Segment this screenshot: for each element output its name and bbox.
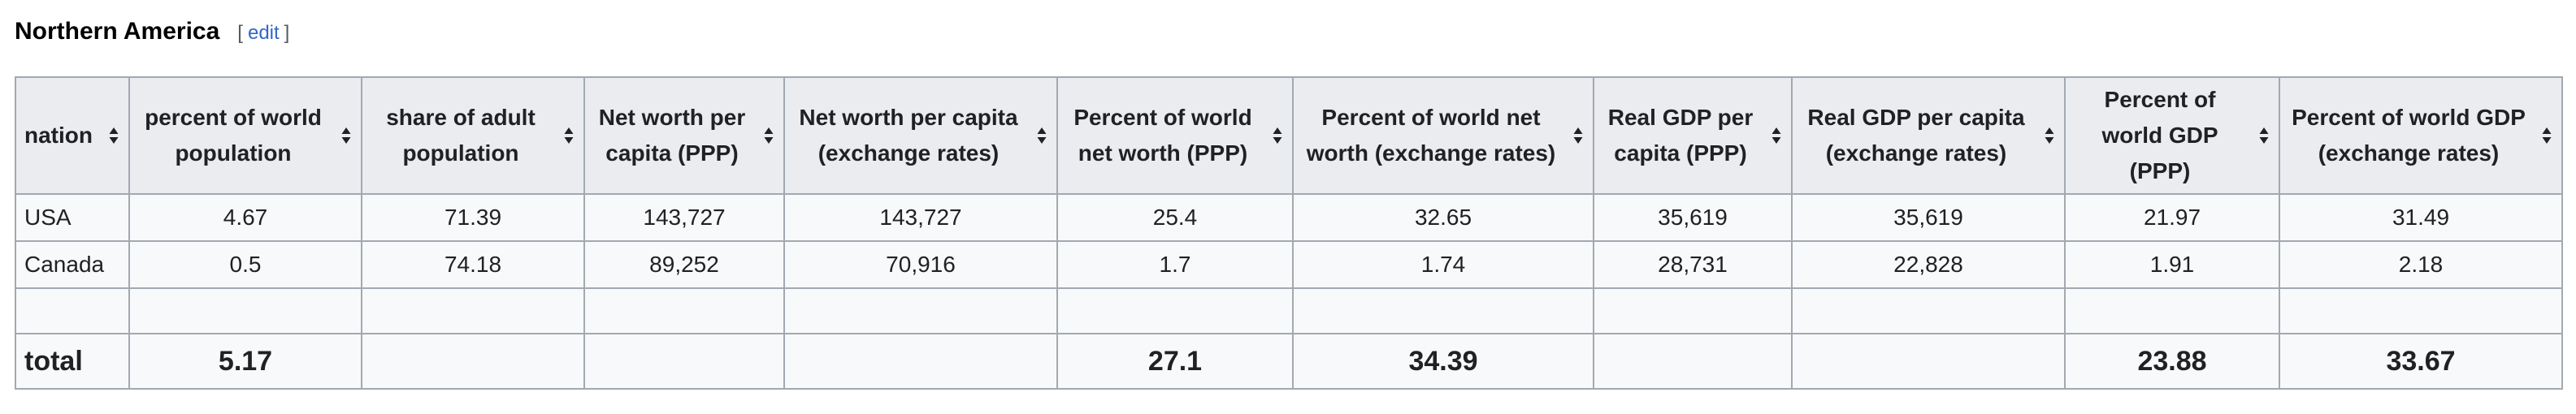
- empty-row: [15, 287, 2563, 334]
- table-cell: [361, 287, 585, 334]
- column-header-net-worth-per-capita-exchange-rates[interactable]: Net worth per capita (exchange rates): [783, 76, 1058, 195]
- total-cell: 5.17: [128, 333, 362, 390]
- column-header-label: Real GDP per capita (PPP): [1607, 105, 1754, 166]
- table-cell: 2.18: [2279, 240, 2563, 289]
- section-title: Northern America: [15, 18, 220, 45]
- table-cell: 28,731: [1593, 240, 1793, 289]
- nation-cell: [15, 287, 130, 334]
- table-cell: 35,619: [1791, 193, 2066, 242]
- sort-icon[interactable]: [341, 127, 351, 144]
- table-cell: 1.7: [1056, 240, 1294, 289]
- column-header-real-gdp-per-capita-ppp[interactable]: Real GDP per capita (PPP): [1593, 76, 1793, 195]
- column-header-label: share of adult population: [386, 105, 536, 166]
- column-header-percent-of-world-gdp-exchange-rates[interactable]: Percent of world GDP (exchange rates): [2279, 76, 2563, 195]
- table-cell: 143,727: [583, 193, 785, 242]
- sort-icon[interactable]: [2259, 127, 2269, 144]
- column-header-percent-of-world-net-worth-ppp[interactable]: Percent of world net worth (PPP): [1056, 76, 1294, 195]
- total-cell: [1593, 333, 1793, 390]
- column-header-percent-of-world-gdp-ppp[interactable]: Percent of world GDP (PPP): [2064, 76, 2280, 195]
- table-row: USA 4.67 71.39 143,727 143,727 25.4 32.65 35,61…: [15, 193, 2563, 242]
- total-cell: 27.1: [1056, 333, 1294, 390]
- sort-icon[interactable]: [1037, 127, 1047, 144]
- column-header-nation[interactable]: nation: [15, 76, 130, 195]
- total-row: total 5.17 27.1 34.39 23.88 33.67: [15, 333, 2563, 390]
- table-cell: [2279, 287, 2563, 334]
- column-header-share-of-adult-population[interactable]: share of adult population: [361, 76, 585, 195]
- total-label: total: [15, 333, 130, 390]
- header-row: nation percent of world population share o…: [15, 76, 2563, 195]
- total-cell: 23.88: [2064, 333, 2280, 390]
- table-cell: [2064, 287, 2280, 334]
- table-cell: 32.65: [1292, 193, 1594, 242]
- total-cell: [1791, 333, 2066, 390]
- total-cell: [783, 333, 1058, 390]
- column-header-label: nation: [24, 123, 93, 148]
- sort-icon[interactable]: [2542, 127, 2552, 144]
- sort-icon[interactable]: [109, 127, 119, 144]
- column-header-label: Percent of world GDP (PPP): [2101, 87, 2218, 183]
- total-cell: [583, 333, 785, 390]
- table-cell: 74.18: [361, 240, 585, 289]
- table-cell: 35,619: [1593, 193, 1793, 242]
- column-header-label: Percent of world net worth (exchange rat…: [1306, 105, 1556, 166]
- wealth-table: nation percent of world population share o…: [15, 76, 2563, 390]
- column-header-label: percent of world population: [145, 105, 322, 166]
- table-cell: 143,727: [783, 193, 1058, 242]
- total-cell: 34.39: [1292, 333, 1594, 390]
- sort-icon[interactable]: [564, 127, 574, 144]
- table-cell: [1056, 287, 1294, 334]
- column-header-percent-of-world-net-worth-exchange-rates[interactable]: Percent of world net worth (exchange rat…: [1292, 76, 1594, 195]
- edit-section: [edit]: [237, 22, 289, 45]
- total-cell: 33.67: [2279, 333, 2563, 390]
- column-header-label: Percent of world GDP (exchange rates): [2292, 105, 2526, 166]
- table-cell: 89,252: [583, 240, 785, 289]
- table-cell: 70,916: [783, 240, 1058, 289]
- table-cell: 71.39: [361, 193, 585, 242]
- sort-icon[interactable]: [1772, 127, 1781, 144]
- sort-icon[interactable]: [1273, 127, 1282, 144]
- table-cell: [583, 287, 785, 334]
- table-cell: 21.97: [2064, 193, 2280, 242]
- table-cell: 1.91: [2064, 240, 2280, 289]
- nation-cell[interactable]: USA: [15, 193, 130, 242]
- column-header-label: Percent of world net worth (PPP): [1073, 105, 1252, 166]
- table-cell: [783, 287, 1058, 334]
- sort-icon[interactable]: [764, 127, 774, 144]
- column-header-real-gdp-per-capita-exchange-rates[interactable]: Real GDP per capita (exchange rates): [1791, 76, 2066, 195]
- sort-icon[interactable]: [1573, 127, 1583, 144]
- column-header-label: Net worth per capita (PPP): [598, 105, 746, 166]
- table-row: Canada 0.5 74.18 89,252 70,916 1.7 1.74 28,731 2…: [15, 240, 2563, 289]
- table-cell: 31.49: [2279, 193, 2563, 242]
- column-header-percent-of-world-population[interactable]: percent of world population: [128, 76, 362, 195]
- table-cell: 22,828: [1791, 240, 2066, 289]
- column-header-label: Real GDP per capita (exchange rates): [1807, 105, 2025, 166]
- edit-bracket-close: ]: [284, 22, 290, 44]
- nation-cell[interactable]: Canada: [15, 240, 130, 289]
- table-cell: [1593, 287, 1793, 334]
- table-cell: 25.4: [1056, 193, 1294, 242]
- column-header-label: Net worth per capita (exchange rates): [799, 105, 1018, 166]
- table-cell: 4.67: [128, 193, 362, 242]
- table-cell: 1.74: [1292, 240, 1594, 289]
- edit-link[interactable]: edit: [247, 22, 280, 44]
- table-cell: [1791, 287, 2066, 334]
- column-header-net-worth-per-capita-ppp[interactable]: Net worth per capita (PPP): [583, 76, 785, 195]
- table-cell: 0.5: [128, 240, 362, 289]
- edit-bracket-open: [: [237, 22, 243, 44]
- table-cell: [128, 287, 362, 334]
- section-heading: Northern America [edit]: [15, 11, 289, 52]
- total-cell: [361, 333, 585, 390]
- table-cell: [1292, 287, 1594, 334]
- sort-icon[interactable]: [2045, 127, 2054, 144]
